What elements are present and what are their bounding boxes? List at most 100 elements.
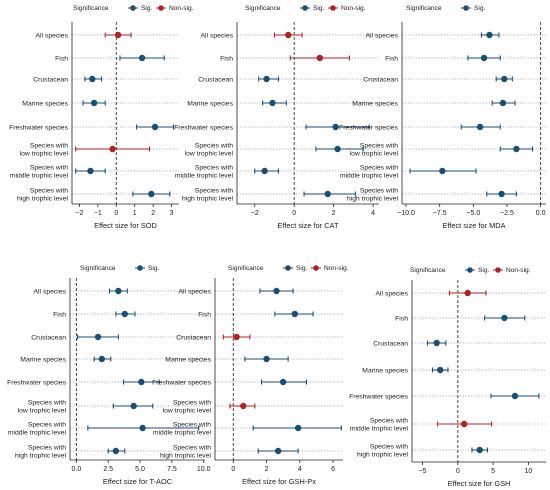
x-tick-label: 2 [265,466,269,473]
legend-key-point [158,5,164,11]
x-tick-label: 0 [114,210,118,217]
effect-point [499,99,507,107]
category-label: Crustacean [198,77,233,84]
category-label: Freshwater species [7,380,67,387]
legend: Significance Sig. Non-sig. [245,5,366,12]
effect-point [139,424,146,432]
effect-point [263,355,270,363]
category-label: All species [179,289,212,296]
effect-point [87,167,94,175]
effect-point [437,366,444,374]
effect-point [513,145,520,153]
effect-point [233,333,240,341]
x-tick-label: 6 [331,466,335,473]
panel-6: Significance Sig. Non-sig. All species Fish C… [349,267,546,488]
legend-key-point [285,265,291,271]
x-axis-title: Effect size for GSH [448,479,511,488]
x-axis-title: Effect size for GSH-Px [242,477,316,486]
category-label: Marine species [352,101,398,108]
effect-point [316,54,324,62]
category-label: Species with low trophic level [18,400,67,415]
x-tick-label: 0 [292,210,296,217]
effect-point [130,402,137,410]
effect-point [121,310,128,318]
legend-label-nonsig: Non-sig. [324,265,349,272]
category-label: Species with low trophic level [185,143,234,158]
effect-point [476,446,483,454]
effect-point [115,287,122,295]
category-label: All species [376,291,409,298]
legend-key-point [330,5,336,11]
x-tick-label: −1 [94,210,102,217]
effect-point [324,190,331,198]
legend-title: Significance [245,5,281,12]
effect-point [486,31,493,39]
legend: Significance Sig. [406,5,486,12]
category-label: Species with low trophic level [350,143,399,158]
effect-point [498,190,505,198]
x-tick-label: 2.5 [103,466,113,473]
effect-point [90,99,98,107]
legend-key-point [130,5,136,11]
category-label: Marine species [20,357,66,364]
panel-2: Significance Sig. Non-sig. All species Fish C… [174,5,379,230]
effect-point [501,314,508,322]
category-label: Crustacean [33,77,68,84]
x-tick-label: 7.5 [167,466,177,473]
legend-key-point [313,265,319,271]
legend-label-sig: Sig. [478,267,490,274]
category-label: Species with high trophic level [182,188,233,203]
effect-point [94,333,102,341]
legend-label-sig: Sig. [141,5,153,12]
effect-point [476,123,484,131]
category-label: Marine species [22,101,68,108]
effect-point [273,287,280,295]
legend-label-sig: Sig. [474,5,486,12]
legend-key-point [302,5,308,11]
effect-point [480,54,488,62]
x-axis-title: Effect size for MDA [442,221,505,230]
category-label: Fish [55,56,68,63]
legend-label-sig: Sig. [148,265,160,272]
x-tick-label: 0 [456,468,460,475]
legend-key-point [467,267,473,273]
x-tick-label: −10.0 [397,210,415,217]
x-tick-label: −7.5 [433,210,447,217]
category-label: Freshwater species [9,125,69,132]
category-label: Marine species [165,357,211,364]
category-label: Species with high trophic level [357,444,408,459]
effect-point [240,402,247,410]
x-axis-title: Effect size for T-AOC [103,477,173,486]
legend-label-sig: Sig. [313,5,325,12]
category-label: Species with low trophic level [20,143,69,158]
legend-label-nonsig: Non-sig. [506,267,531,274]
legend-title: Significance [406,5,442,12]
category-label: Fish [53,312,66,319]
x-tick-label: 3 [170,210,174,217]
legend-label-nonsig: Non-sig. [169,5,194,12]
category-label: Species with high trophic level [15,445,66,460]
x-tick-label: −2.5 [500,210,514,217]
x-tick-label: 2 [332,210,336,217]
category-label: Species with high trophic level [17,188,68,203]
category-label: Species with middle trophic level [153,422,212,437]
effect-point [334,145,341,153]
category-label: Species with middle trophic level [340,165,399,180]
category-label: Marine species [362,368,408,375]
effect-point [274,447,282,455]
x-tick-label: 5.0 [135,466,145,473]
x-tick-label: 0.0 [536,210,546,217]
panel-3: Significance Sig. All species Fish Crustacea… [339,5,546,230]
effect-point [511,392,519,400]
category-label: Fish [385,56,398,63]
panel-1: Significance Sig. Non-sig. All species Fish C… [9,5,194,230]
category-label: All species [201,33,234,40]
category-label: All species [366,33,399,40]
effect-point [109,145,116,153]
legend-title: Significance [410,267,446,274]
category-label: Crustacean [373,341,408,348]
effect-point [138,54,146,62]
legend: Significance Sig. Non-sig. [410,267,531,274]
effect-point [294,424,302,432]
category-label: Fish [220,56,233,63]
